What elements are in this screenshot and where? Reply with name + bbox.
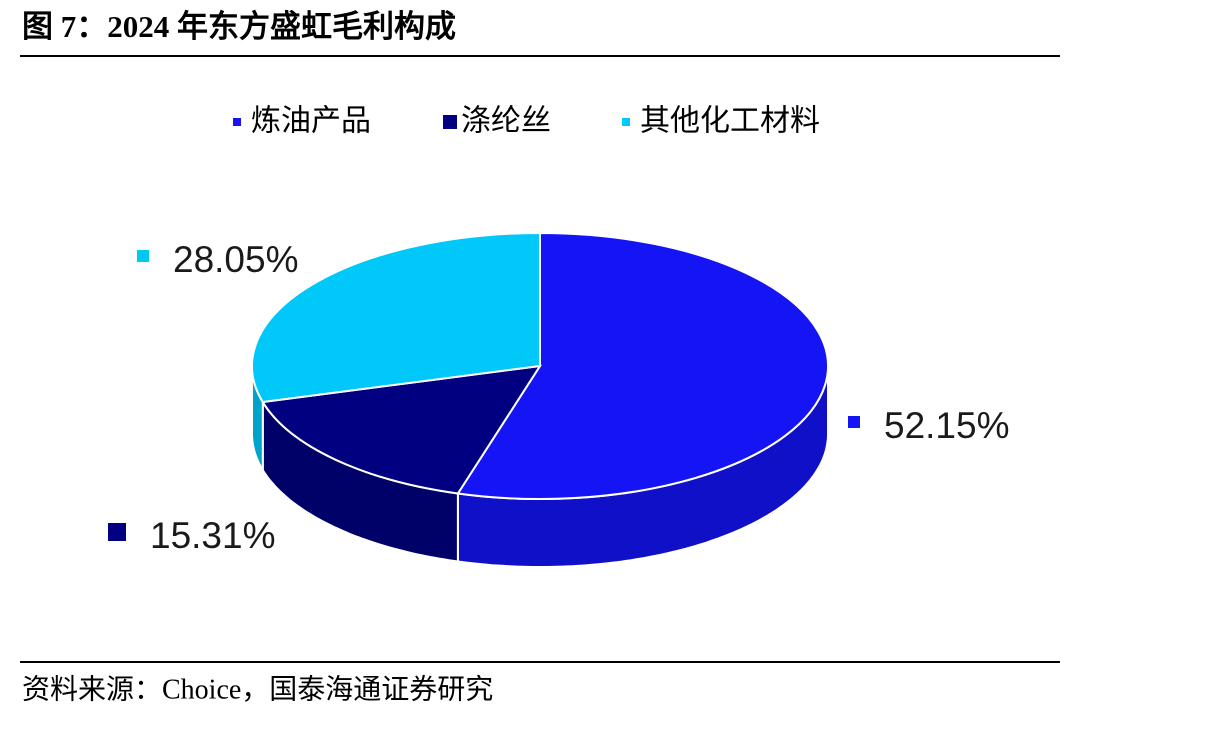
pie-slice — [456, 231, 829, 500]
legend-label: 炼油产品 — [251, 104, 371, 139]
legend-swatch — [622, 118, 630, 126]
legend-swatch — [443, 115, 457, 129]
pie-slice — [251, 231, 541, 404]
label-swatch — [848, 416, 860, 428]
value-label: 28.05% — [173, 239, 299, 280]
legend-label: 涤纶丝 — [461, 104, 551, 139]
source-note: 资料来源：Choice，国泰海通证券研究 — [22, 673, 493, 705]
label-swatch — [137, 250, 149, 262]
label-swatch — [108, 523, 126, 541]
legend-label: 其他化工材料 — [640, 104, 820, 139]
value-label: 15.31% — [150, 515, 276, 556]
pie-slice — [261, 364, 543, 495]
chart-title: 图 7：2024 年东方盛虹毛利构成 — [22, 9, 456, 44]
legend-swatch — [233, 118, 241, 126]
value-label: 52.15% — [884, 405, 1010, 446]
